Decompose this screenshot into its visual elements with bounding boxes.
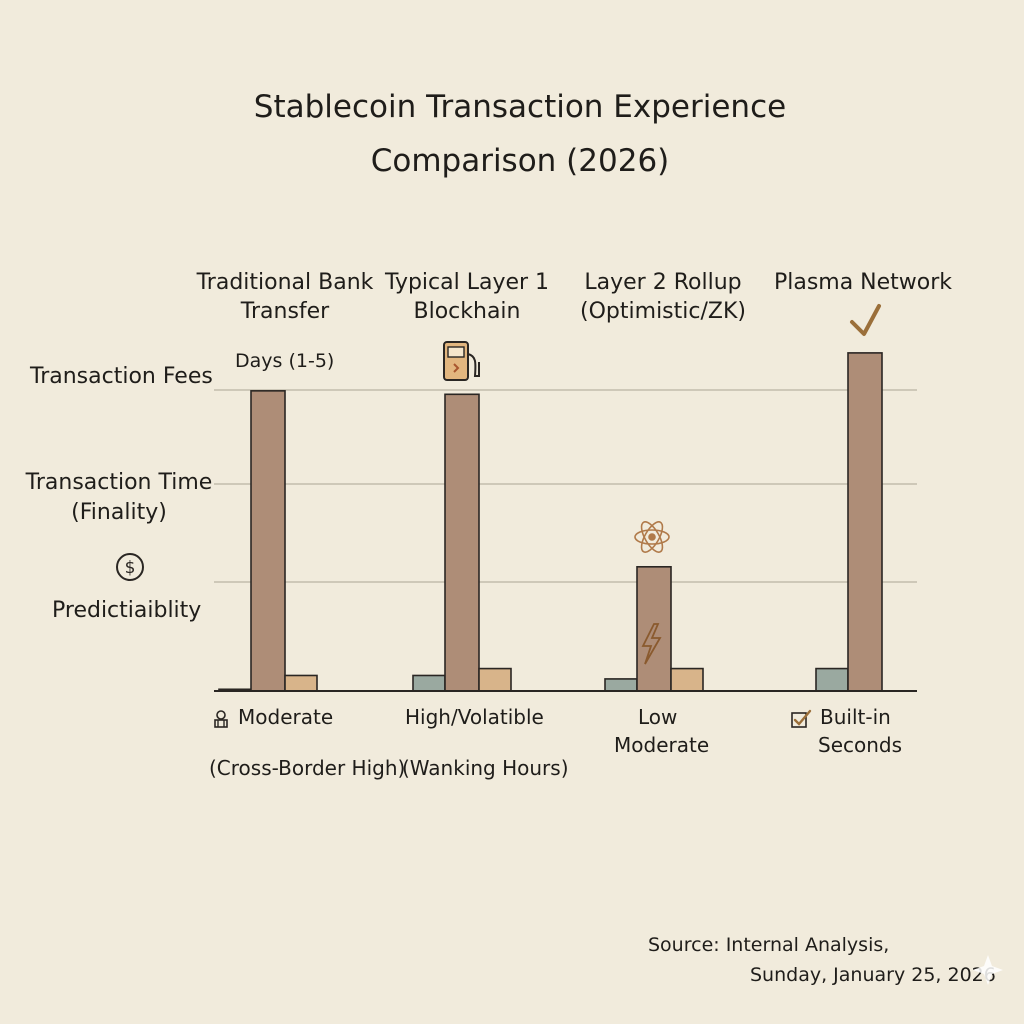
bar-series2-category0 (284, 674, 318, 692)
fees-label-layer1: High/Volatible (405, 705, 544, 729)
top-annotation: Days (1-5) (235, 350, 335, 372)
sparkle-icon (973, 955, 1003, 985)
bar-series2-category2 (670, 667, 704, 692)
time-label-bank: (Cross-Border High) (209, 756, 406, 780)
bar-series0-category2 (604, 678, 638, 692)
category-label-plasma: Plasma Network (773, 270, 953, 295)
time-label-layer2: Moderate (614, 733, 710, 757)
checkbox-icon (791, 709, 812, 728)
gridlines (214, 389, 917, 583)
y-label-predictability: Predictiaiblity (52, 598, 202, 623)
category-label-bank: Traditional Bank Transfer (196, 270, 374, 324)
bar-series1-category3 (847, 352, 883, 692)
dollar-icon: $ (116, 553, 144, 581)
fees-label-plasma-text: Built-in (820, 705, 891, 729)
chart-title: Stablecoin Transaction Experience Compar… (253, 89, 787, 179)
bar-series0-category1 (412, 674, 446, 692)
fuel-pump-icon (443, 341, 480, 381)
category-label-layer2: Layer 2 Rollup (Optimistic/ZK) (580, 270, 746, 324)
atom-icon (634, 521, 670, 553)
y-label-fees: Transaction Fees (30, 364, 213, 389)
svg-text:$: $ (125, 558, 136, 578)
source-line-1: Source: Internal Analysis, (648, 934, 890, 956)
fees-label-plasma: Built-in (790, 703, 891, 732)
bar-series1-category2 (636, 565, 672, 692)
bar-series0-category3 (815, 667, 849, 692)
bar-series2-category1 (478, 667, 512, 692)
bar-series1-category0 (250, 390, 286, 692)
y-label-time: Transaction Time (Finality) (24, 468, 214, 528)
checkmark-icon (850, 304, 881, 336)
bank-icon (214, 709, 228, 728)
lightning-icon (641, 623, 662, 665)
category-label-layer1: Typical Layer 1 Blockhain (384, 270, 550, 324)
source-line-2: Sunday, January 25, 2026 (750, 964, 996, 986)
bars (218, 352, 883, 692)
bar-series1-category1 (444, 393, 480, 692)
fees-label-bank: Moderate (212, 703, 333, 732)
time-label-plasma: Seconds (818, 733, 903, 757)
time-label-layer1: (Wanking Hours) (402, 756, 569, 780)
fees-label-bank-text: Moderate (238, 705, 334, 729)
fees-label-layer2: Low (638, 705, 678, 729)
y-label-time-text: Transaction Time (Finality) (25, 470, 213, 525)
